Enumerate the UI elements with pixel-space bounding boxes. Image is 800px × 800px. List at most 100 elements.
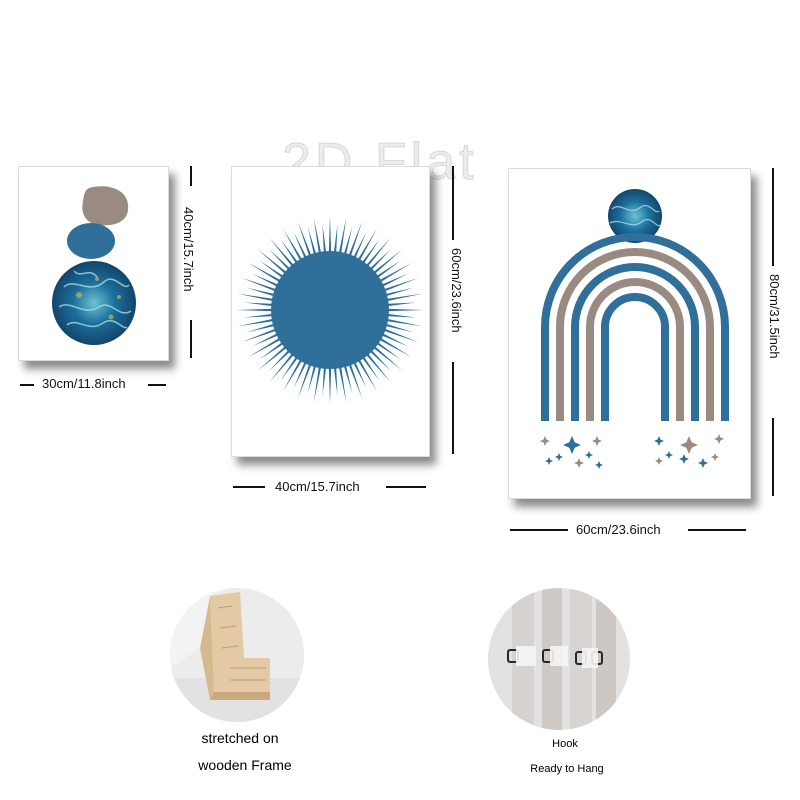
star-icon bbox=[555, 453, 563, 461]
sun-ray bbox=[269, 348, 292, 371]
canvas-panel-medium bbox=[231, 166, 430, 457]
sun-ray bbox=[297, 221, 313, 258]
sun-ray bbox=[297, 362, 313, 399]
star-icon bbox=[540, 436, 550, 446]
wooden-frame-corner-icon bbox=[170, 588, 304, 722]
sun-ray bbox=[257, 249, 288, 275]
sun-ray bbox=[248, 263, 283, 284]
dimension-line bbox=[233, 486, 265, 488]
panel2-width-label: 40cm/15.7inch bbox=[275, 479, 360, 494]
sun-ray bbox=[372, 249, 403, 275]
sun-ray bbox=[241, 277, 278, 293]
sun-ray bbox=[280, 355, 299, 381]
star-icon bbox=[714, 434, 724, 444]
sun-ray bbox=[313, 364, 322, 403]
sun-ray bbox=[280, 239, 299, 265]
sun-ray bbox=[352, 232, 367, 260]
sun-ray bbox=[368, 249, 391, 272]
feature-hook-line1: Hook bbox=[552, 738, 578, 750]
sun-ray bbox=[383, 287, 414, 297]
panel3-width-label: 60cm/23.6inch bbox=[576, 522, 661, 537]
sun-ray bbox=[343, 363, 353, 394]
sun-ray bbox=[372, 345, 403, 371]
dimension-line bbox=[772, 418, 774, 496]
dimension-line bbox=[190, 320, 192, 358]
panel3-height-label: 80cm/31.5inch bbox=[767, 274, 782, 359]
sun-ray bbox=[244, 302, 275, 307]
sun-ray bbox=[283, 228, 304, 263]
sun-ray bbox=[236, 308, 275, 312]
sun-ray bbox=[269, 249, 292, 272]
sun-ray bbox=[307, 226, 317, 257]
sun-ray bbox=[361, 239, 380, 265]
sun-ray bbox=[365, 352, 391, 383]
hanging-hook-icon bbox=[488, 588, 630, 730]
dimension-line bbox=[20, 384, 34, 386]
dimension-line bbox=[190, 166, 192, 186]
sun-ray bbox=[375, 341, 401, 360]
sun-ray bbox=[322, 365, 327, 396]
dimension-line bbox=[772, 168, 774, 266]
sun-ray bbox=[385, 308, 424, 312]
star-icon bbox=[665, 451, 673, 459]
sun-ray bbox=[246, 323, 277, 333]
sun-ray bbox=[328, 365, 332, 404]
feature-hook-line2: Ready to Hang bbox=[530, 763, 604, 775]
sun-ray bbox=[380, 332, 408, 347]
star-icon bbox=[563, 436, 581, 454]
star-icon bbox=[545, 457, 553, 465]
sun-ray bbox=[347, 362, 363, 399]
sun-ray bbox=[259, 260, 285, 279]
sun-ray bbox=[269, 237, 295, 268]
sun-ray bbox=[347, 221, 363, 258]
sun-ray bbox=[322, 224, 327, 255]
sun-ray bbox=[382, 327, 419, 343]
feature-wooden-frame-line1: stretched on bbox=[201, 730, 279, 746]
dimension-line bbox=[510, 529, 568, 531]
stacked-stones-artwork bbox=[52, 186, 136, 345]
sun-ray bbox=[237, 318, 276, 327]
sun-ray bbox=[343, 226, 353, 257]
sun-ray bbox=[293, 360, 308, 388]
sun-ray bbox=[377, 263, 412, 284]
panel1-width-label: 30cm/11.8inch bbox=[42, 376, 126, 391]
dimension-line bbox=[148, 384, 166, 386]
sun-ray bbox=[307, 363, 317, 394]
dimension-line bbox=[452, 362, 454, 454]
star-icon bbox=[592, 436, 602, 446]
sun-ray bbox=[293, 232, 308, 260]
star-icon bbox=[585, 451, 593, 459]
sun-ray bbox=[248, 336, 283, 357]
star-icon bbox=[679, 454, 689, 464]
dimension-line bbox=[688, 529, 746, 531]
sun-ray bbox=[361, 355, 380, 381]
stars-decoration bbox=[540, 434, 724, 469]
rainbow-arch-artwork bbox=[540, 189, 729, 469]
sun-ray bbox=[365, 237, 391, 268]
star-icon bbox=[655, 457, 663, 465]
sun-ray bbox=[380, 273, 408, 288]
sun-ray bbox=[269, 352, 295, 383]
sun-ray bbox=[338, 364, 347, 403]
canvas-panel-large bbox=[508, 168, 751, 499]
sunburst-artwork bbox=[236, 216, 424, 404]
sun-ray bbox=[384, 293, 423, 302]
star-icon bbox=[680, 436, 698, 454]
sun-ray bbox=[338, 217, 347, 256]
panel1-height-label: 40cm/15.7inch bbox=[181, 207, 196, 292]
feature-wooden-frame-line2: wooden Frame bbox=[198, 757, 292, 773]
sun-ray bbox=[252, 273, 280, 288]
dimension-line bbox=[452, 166, 454, 240]
sun-ray bbox=[252, 332, 280, 347]
sun-disc bbox=[271, 251, 389, 369]
star-icon bbox=[574, 458, 584, 468]
sun-ray bbox=[328, 216, 332, 255]
sun-ray bbox=[356, 228, 377, 263]
star-icon bbox=[711, 453, 719, 461]
sun-ray bbox=[241, 327, 278, 343]
sun-ray bbox=[333, 365, 338, 396]
sun-ray bbox=[257, 345, 288, 371]
dimension-line bbox=[386, 486, 426, 488]
canvas-panel-small bbox=[18, 166, 169, 361]
sun-ray bbox=[385, 313, 416, 318]
